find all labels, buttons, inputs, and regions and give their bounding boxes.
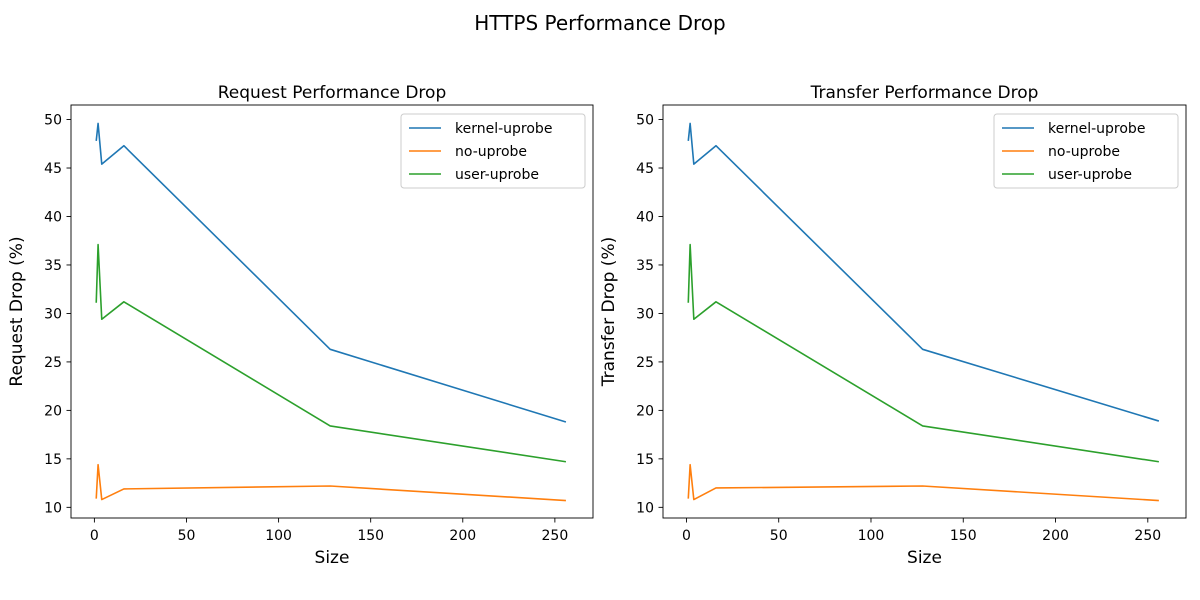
x-tick-label: 150 — [950, 528, 977, 544]
legend-label-user-uprobe: user-uprobe — [455, 167, 539, 183]
y-tick-label: 40 — [636, 209, 654, 225]
y-tick-label: 15 — [44, 452, 62, 468]
x-tick-label: 100 — [858, 528, 885, 544]
series-line-kernel-uprobe — [687, 122, 1160, 422]
series-line-no-uprobe — [687, 463, 1159, 502]
y-tick-label: 50 — [44, 113, 62, 129]
y-tick-label: 45 — [44, 161, 62, 177]
series-line-user-uprobe — [687, 243, 1159, 463]
x-tick-label: 100 — [265, 528, 292, 544]
figure-title: HTTPS Performance Drop — [474, 11, 725, 35]
plot-frame — [70, 104, 594, 519]
x-tick-label: 0 — [682, 528, 691, 544]
y-tick-label: 25 — [636, 355, 654, 371]
series-line-user-uprobe — [95, 243, 567, 463]
request-drop-chart: Request Performance Drop 0 50 100 150 200 250 1… — [7, 83, 594, 568]
y-tick-label: 20 — [636, 403, 654, 419]
legend-label-user-uprobe: user-uprobe — [1048, 167, 1132, 183]
x-tick-label: 0 — [90, 528, 99, 544]
y-tick-label: 30 — [636, 306, 654, 322]
transfer-drop-chart: Transfer Performance Drop 0 50 100 150 200 250… — [599, 83, 1187, 568]
y-tick-label: 10 — [44, 500, 62, 516]
x-tick-label: 250 — [1134, 528, 1161, 544]
y-tick-label: 50 — [636, 113, 654, 129]
x-axis-label: Size — [907, 548, 942, 568]
plot-frame — [662, 104, 1187, 519]
y-tick-label: 10 — [636, 500, 654, 516]
legend-label-no-uprobe: no-uprobe — [1048, 144, 1120, 160]
chart-title: Request Performance Drop — [218, 83, 447, 103]
y-axis-label: Request Drop (%) — [7, 236, 27, 386]
y-axis-label: Transfer Drop (%) — [599, 237, 619, 387]
legend: kernel-uprobe no-uprobe user-uprobe — [993, 113, 1179, 189]
legend-box — [993, 113, 1179, 189]
y-tick-label: 20 — [44, 403, 62, 419]
y-tick-label: 35 — [44, 258, 62, 274]
legend-box — [400, 113, 586, 189]
y-tick-label: 45 — [636, 161, 654, 177]
x-tick-label: 200 — [1042, 528, 1069, 544]
x-tick-label: 200 — [449, 528, 476, 544]
legend-label-kernel-uprobe: kernel-uprobe — [455, 121, 552, 137]
y-tick-label: 30 — [44, 306, 62, 322]
y-tick-label: 35 — [636, 258, 654, 274]
series-line-no-uprobe — [95, 463, 566, 502]
legend-label-no-uprobe: no-uprobe — [455, 144, 527, 160]
chart-title: Transfer Performance Drop — [810, 83, 1039, 103]
x-tick-label: 250 — [542, 528, 569, 544]
x-tick-label: 50 — [770, 528, 788, 544]
y-tick-label: 15 — [636, 452, 654, 468]
legend-label-kernel-uprobe: kernel-uprobe — [1048, 121, 1145, 137]
x-axis-label: Size — [315, 548, 350, 568]
legend: kernel-uprobe no-uprobe user-uprobe — [400, 113, 586, 189]
y-tick-label: 25 — [44, 355, 62, 371]
y-tick-label: 40 — [44, 209, 62, 225]
series-line-kernel-uprobe — [95, 122, 567, 423]
x-tick-label: 50 — [178, 528, 196, 544]
x-tick-label: 150 — [357, 528, 384, 544]
